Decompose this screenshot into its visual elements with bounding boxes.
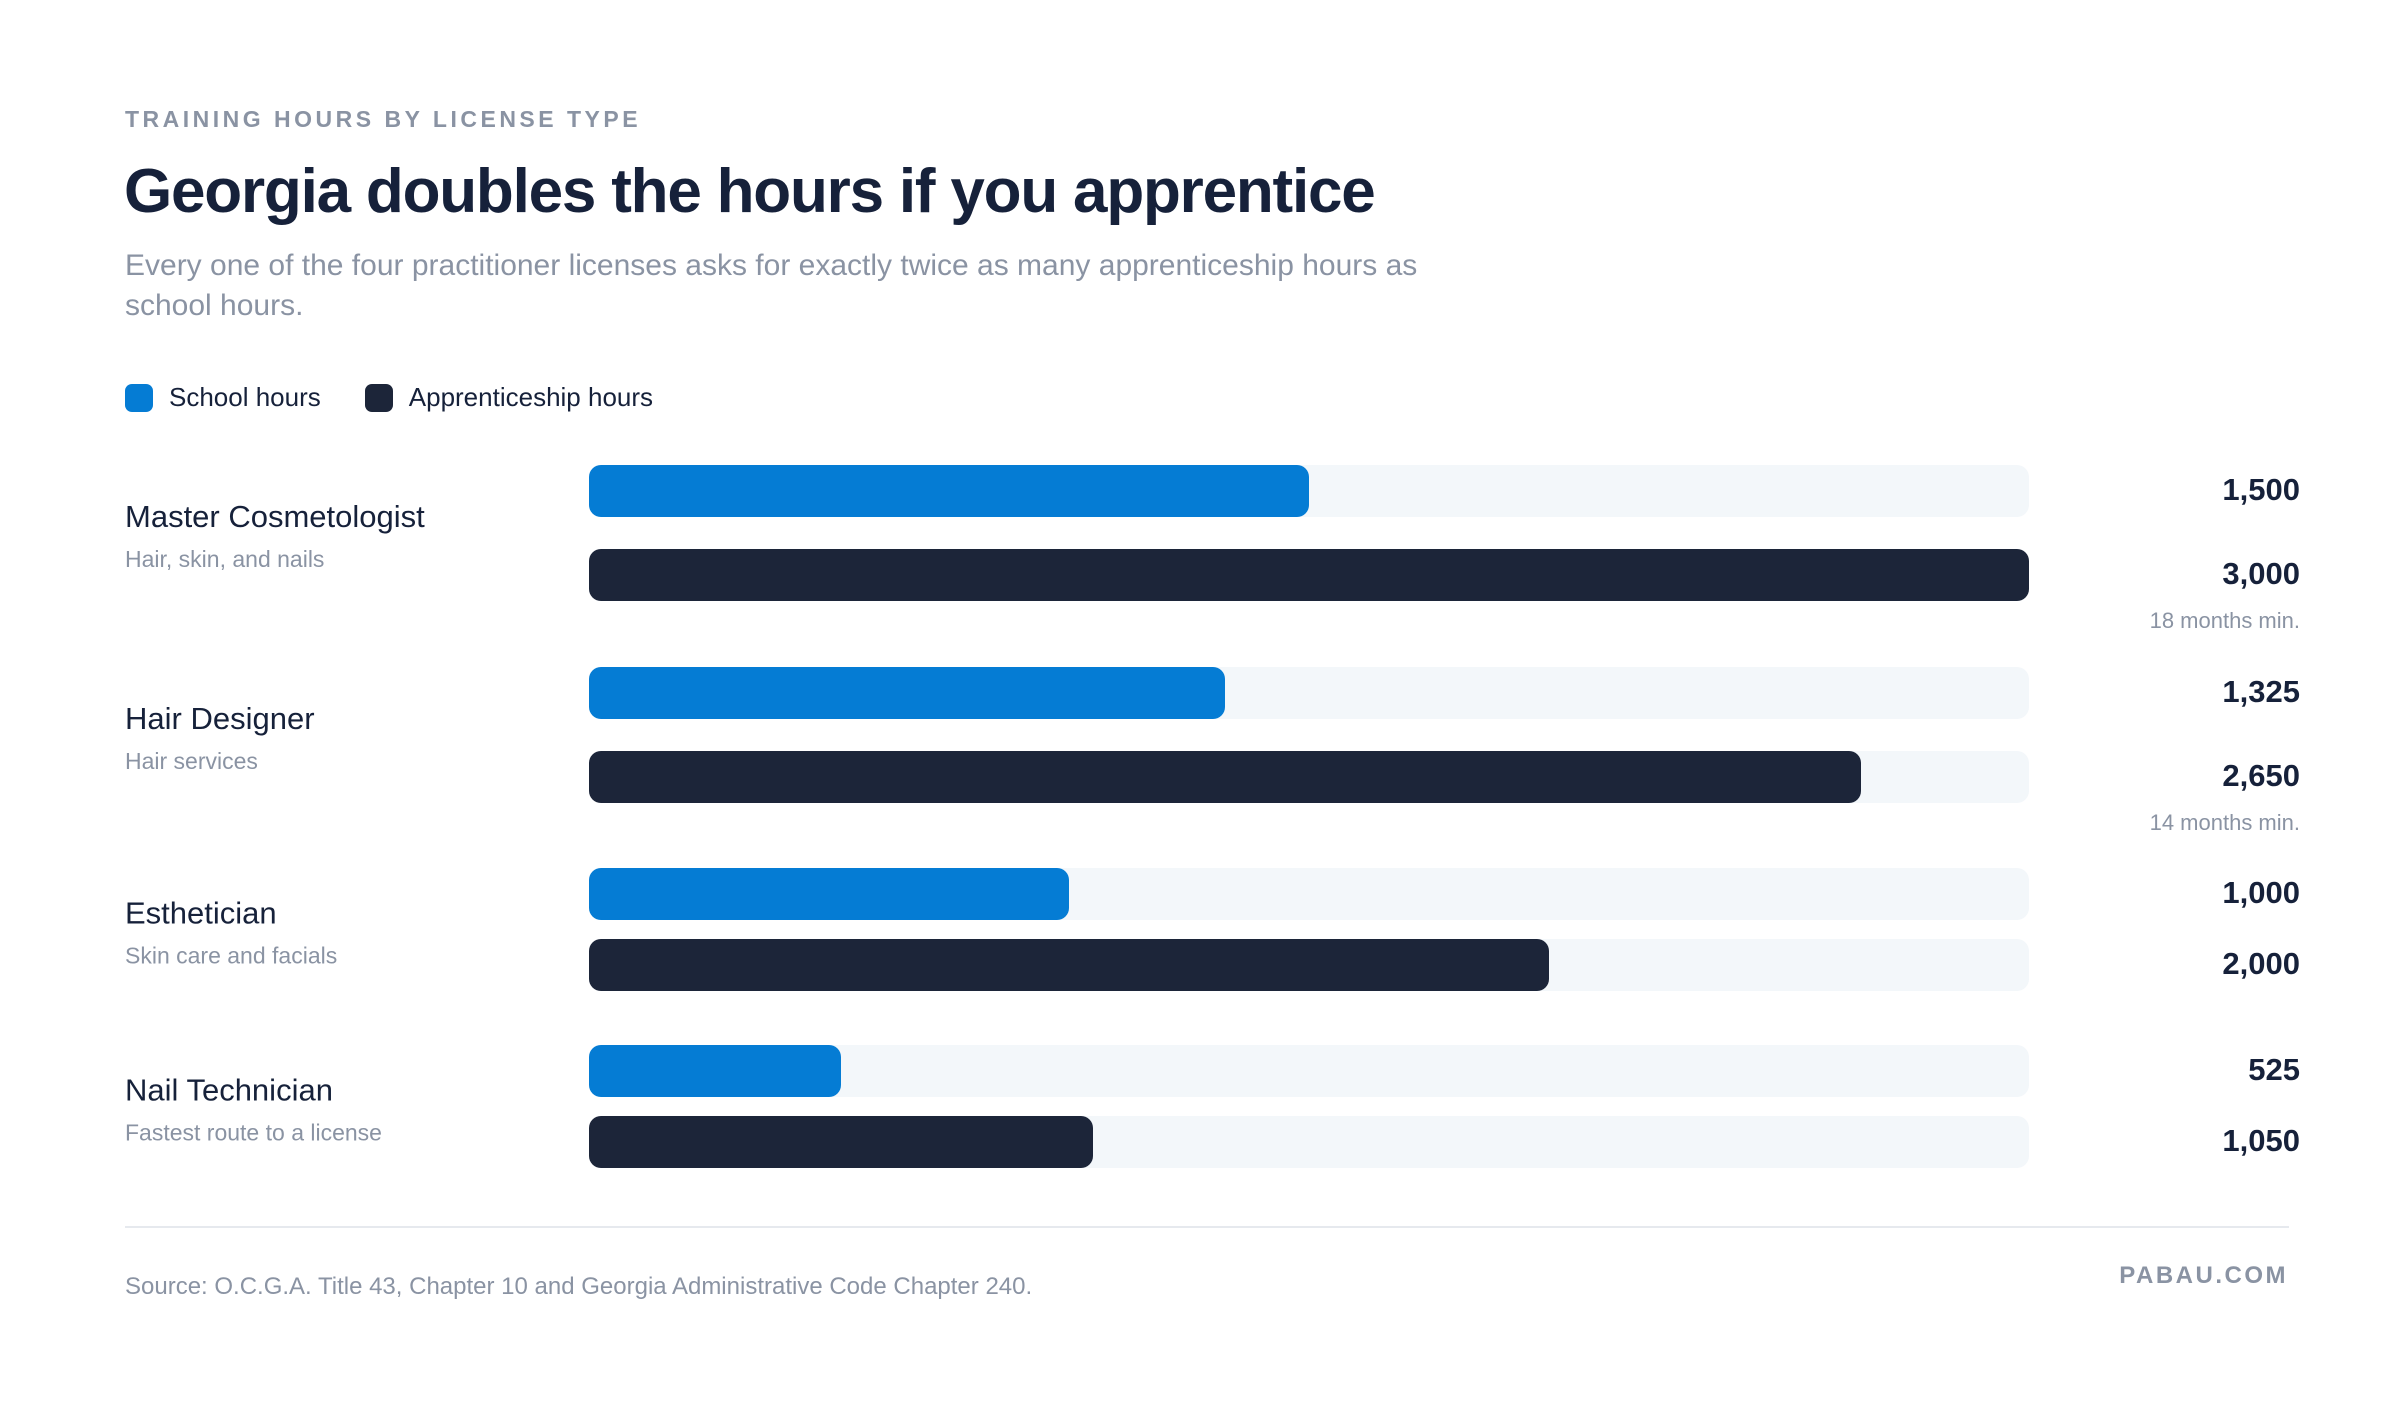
value-label-apprenticeship: 3,000: [2222, 556, 2300, 591]
bar-school: [589, 465, 1309, 517]
legend-label-apprenticeship: Apprenticeship hours: [408, 382, 654, 412]
value-label-school: 1,000: [2222, 875, 2300, 910]
value-label-apprenticeship: 1,050: [2222, 1123, 2300, 1158]
chart-title: Georgia doubles the hours if you apprent…: [124, 157, 1376, 226]
legend-item-school: School hours: [125, 382, 321, 413]
category-label: Nail Technician: [125, 1073, 333, 1108]
legend-item-apprenticeship: Apprenticeship hours: [364, 382, 654, 413]
category-subtitle: Hair services: [125, 748, 258, 774]
category-label: Master Cosmetologist: [125, 499, 425, 534]
bar-school: [589, 868, 1069, 920]
legend-swatch-school: [125, 383, 153, 412]
value-label-school: 1,500: [2222, 472, 2300, 507]
footer-divider: [125, 1226, 2289, 1228]
value-label-school: 1,325: [2222, 674, 2300, 709]
chart-subtitle: Every one of the four practitioner licen…: [125, 249, 1418, 322]
value-label-apprenticeship: 2,650: [2222, 758, 2300, 793]
category-subtitle: Hair, skin, and nails: [125, 546, 324, 572]
bar-apprenticeship: [589, 1116, 1093, 1168]
category-label: Hair Designer: [125, 701, 315, 736]
category-subtitle: Fastest route to a license: [125, 1120, 382, 1146]
bar-track: [589, 1045, 2029, 1097]
brand-wordmark: PABAU.COM: [2119, 1262, 2288, 1289]
duration-note: 14 months min.: [2150, 810, 2300, 835]
legend-label-school: School hours: [169, 382, 321, 412]
value-label-school: 525: [2248, 1052, 2300, 1087]
bar-apprenticeship: [589, 939, 1549, 991]
bar-school: [589, 667, 1225, 719]
source-note: Source: O.C.G.A. Title 43, Chapter 10 an…: [125, 1273, 1033, 1300]
duration-note: 18 months min.: [2150, 608, 2300, 633]
bar-apprenticeship: [589, 751, 1861, 803]
legend-swatch-apprenticeship: [364, 383, 393, 412]
chart-legend: School hours Apprenticeship hours: [125, 382, 697, 413]
category-label: Esthetician: [125, 896, 277, 931]
value-label-apprenticeship: 2,000: [2222, 946, 2300, 981]
bar-apprenticeship: [589, 549, 2029, 601]
chart-eyebrow: TRAINING HOURS BY LICENSE TYPE: [125, 106, 642, 132]
category-subtitle: Skin care and facials: [125, 943, 337, 969]
bar-school: [589, 1045, 841, 1097]
